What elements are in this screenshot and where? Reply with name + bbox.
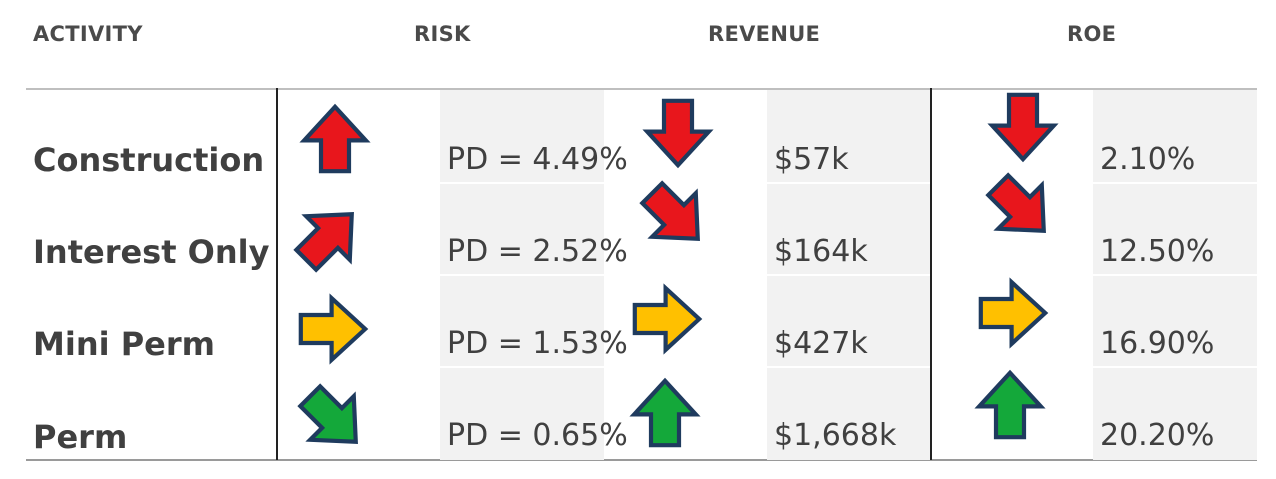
arrow-down-right-red-icon [639,180,710,251]
risk-value: PD = 2.52% [447,234,628,269]
arrow-down-red-icon [642,98,714,169]
arrow-down-right-green-icon [297,383,368,454]
header-roe: ROE [1067,22,1117,46]
roe-value: 20.20% [1100,418,1215,453]
activity-column-border [276,88,278,460]
row-separator [440,366,1257,368]
header-activity: ACTIVITY [33,22,143,46]
risk-value: PD = 0.65% [447,418,628,453]
footer-divider [26,459,1257,461]
header-revenue: REVENUE [708,22,821,46]
arrow-right-yellow-icon [978,277,1049,349]
revenue-value: $427k [774,326,868,361]
arrow-up-red-icon [299,103,371,174]
revenue-value: $1,668k [774,418,897,453]
risk-value: PD = 4.49% [447,142,628,177]
header-risk: RISK [414,22,471,46]
activity-label: Interest Only [33,233,270,271]
arrow-up-right-red-icon [293,202,364,273]
row-separator [440,182,1257,184]
arrow-down-red-icon [987,92,1059,163]
roe-value: 12.50% [1100,234,1215,269]
header-divider [26,88,1257,90]
risk-value: PD = 1.53% [447,326,628,361]
roe-value: 2.10% [1100,142,1196,177]
roe-column-border [930,88,932,460]
roe-value: 16.90% [1100,326,1215,361]
arrow-right-yellow-icon [298,293,369,365]
revenue-value: $57k [774,142,849,177]
revenue-value: $164k [774,234,868,269]
activity-label: Perm [33,418,128,456]
activity-label: Construction [33,141,265,179]
arrow-down-right-red-icon [985,172,1056,243]
arrow-up-green-icon [629,377,701,448]
row-separator [440,274,1257,276]
arrow-up-green-icon [974,369,1046,440]
arrow-right-yellow-icon [632,283,703,355]
activity-label: Mini Perm [33,325,215,363]
